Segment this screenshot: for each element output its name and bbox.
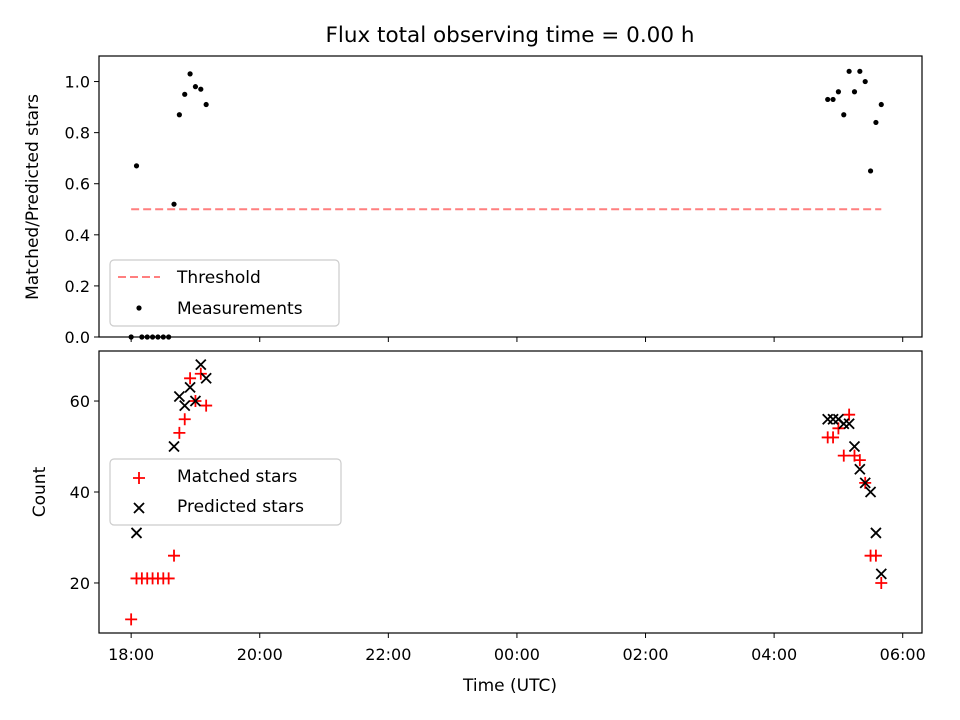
x-tick-label: 18:00 [108, 645, 154, 664]
bottom-y-tick-label: 60 [70, 392, 90, 411]
top-y-tick-label: 1.0 [65, 73, 90, 92]
top-y-tick-label: 0.0 [65, 328, 90, 347]
top-y-tick-label: 0.8 [65, 124, 90, 143]
measurement-point [171, 201, 177, 207]
top-plot-area: 0.0 0.2 0.4 0.6 0.8 1.0 [65, 55, 923, 347]
measurement-point [878, 101, 884, 108]
top-y-tick-label: 0.2 [65, 277, 90, 296]
bottom-legend-box [109, 458, 342, 526]
matched-star-point [168, 549, 181, 562]
chart-title: Flux total observing time = 0.00 h [326, 23, 695, 48]
legend-matched-label: Matched stars [177, 467, 297, 487]
measurement-point [851, 89, 858, 95]
matched-star-point [843, 408, 856, 421]
measurement-point [867, 168, 874, 174]
top-legend: Threshold Measurements [109, 259, 340, 327]
bottom-y-axis-label: Count [30, 466, 50, 517]
bottom-y-tick-label: 20 [70, 574, 90, 593]
measurement-point [835, 89, 842, 95]
matched-star-point [853, 454, 866, 467]
measurement-point [841, 112, 847, 118]
measurement-point [825, 96, 831, 103]
top-y-tick-label: 0.4 [65, 226, 90, 245]
predicted-star-point [827, 413, 839, 425]
predicted-star-point [854, 463, 866, 475]
measurement-point [830, 96, 836, 103]
legend-predicted-swatch [133, 502, 145, 514]
measurement-point [857, 68, 863, 74]
legend-measurements-label: Measurements [177, 299, 303, 319]
legend-measurements-swatch [136, 305, 142, 311]
measurement-point [187, 71, 193, 77]
matched-star-point [125, 613, 138, 626]
x-tick-label: 00:00 [494, 645, 540, 664]
predicted-star-point [864, 486, 877, 498]
bottom-legend: Matched stars Predicted stars [109, 458, 342, 526]
predicted-star-point [859, 477, 871, 489]
bottom-plot-frame [98, 350, 923, 634]
predicted-star-point [848, 440, 861, 453]
bottom-y-tick-label: 40 [70, 483, 90, 502]
predicted-star-point [200, 372, 212, 384]
measurement-point [873, 119, 879, 126]
predicted-star-point [189, 395, 202, 407]
legend-threshold-label: Threshold [176, 268, 261, 288]
matched-star-point [178, 413, 191, 426]
matched-star-point [200, 399, 213, 412]
matched-star-point [184, 372, 197, 385]
predicted-star-point [843, 418, 855, 430]
predicted-star-point [168, 440, 180, 453]
measurement-point [133, 163, 140, 169]
predicted-star-point [130, 527, 143, 539]
measurement-point [182, 91, 188, 97]
predicted-star-point [184, 381, 196, 394]
predicted-star-point [195, 359, 207, 371]
predicted-star-point [838, 418, 850, 430]
predicted-star-point [173, 390, 186, 403]
predicted-star-point [870, 527, 882, 539]
measurement-point [198, 86, 204, 92]
top-legend-box [109, 259, 340, 327]
predicted-star-point [179, 399, 191, 412]
matched-star-point [875, 576, 888, 589]
bottom-plot-area: 20 40 60 18:00 20:00 22:00 00:00 02:00 04:00 06:0… [70, 350, 926, 664]
matched-star-point [827, 431, 840, 444]
measurement-point [203, 101, 209, 108]
x-axis-label: Time (UTC) [462, 676, 557, 696]
matched-star-point [173, 426, 186, 439]
x-tick-label: 22:00 [365, 645, 411, 664]
predicted-star-point [822, 413, 834, 425]
legend-matched-swatch [133, 472, 145, 484]
matched-star-point [869, 549, 882, 562]
measurement-point [862, 78, 868, 85]
measurement-point [846, 68, 852, 74]
measurement-point [176, 112, 182, 118]
x-tick-label: 06:00 [880, 645, 926, 664]
matched-star-point [162, 572, 175, 585]
measurement-point [192, 84, 199, 90]
x-tick-label: 04:00 [751, 645, 797, 664]
legend-predicted-label: Predicted stars [177, 497, 304, 517]
top-y-tick-label: 0.6 [65, 175, 90, 194]
top-y-axis-label: Matched/Predicted stars [23, 94, 43, 300]
x-tick-label: 02:00 [622, 645, 668, 664]
x-tick-label: 20:00 [237, 645, 283, 664]
matched-star-point [837, 449, 850, 462]
predicted-star-point [875, 568, 887, 580]
top-plot-frame [98, 55, 923, 338]
